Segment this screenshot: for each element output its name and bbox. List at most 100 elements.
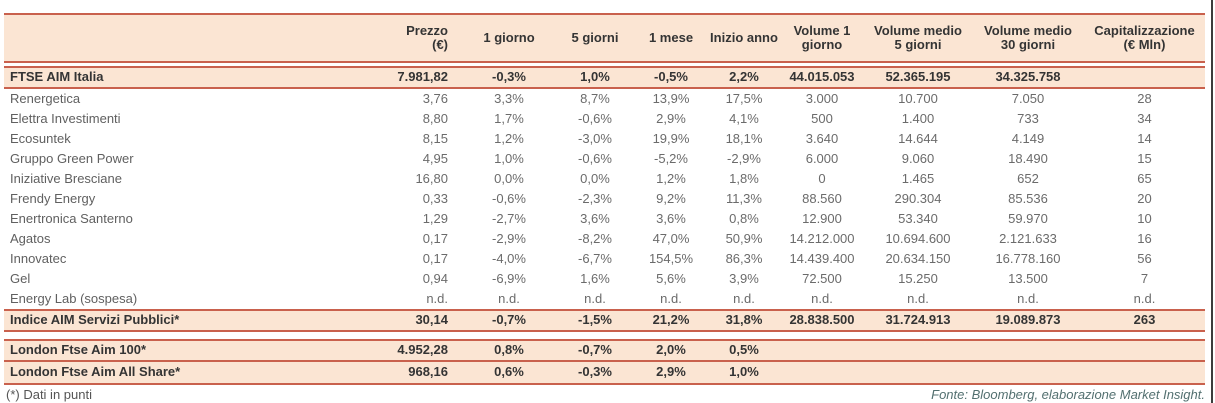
value-cell: 21,2%: [652, 312, 690, 328]
value-cell: n.d.: [426, 290, 448, 306]
value-cell: -4,0%: [492, 250, 526, 266]
value-cell: 34: [1137, 110, 1152, 126]
value-cell: 1,7%: [494, 110, 524, 126]
value-cell: 59.970: [1008, 210, 1048, 226]
value-cell: n.d.: [584, 290, 606, 306]
value-cell: 1,2%: [494, 130, 524, 146]
value-cell: 2,0%: [656, 342, 686, 358]
value-cell: 1,8%: [729, 170, 759, 186]
table-row: Elettra Investimenti 8,80 1,7% -0,6% 2,9% 4,1…: [4, 109, 1205, 129]
source-attribution: Fonte: Bloomberg, elaborazione Market In…: [931, 387, 1205, 402]
value-cell: 19.089.873: [995, 312, 1061, 328]
table-body: FTSE AIM Italia 7.981,82 -0,3% 1,0% -0,5% 2,2…: [4, 66, 1209, 332]
value-cell: 8,15: [422, 130, 448, 146]
header-cell: Volume medio 5 giorni: [874, 22, 962, 52]
value-cell: 1.465: [901, 170, 935, 186]
london-index-row: London Ftse Aim 100* 4.952,28 0,8% -0,7% 2,0…: [4, 341, 1205, 362]
value-cell: 154,5%: [648, 250, 694, 266]
value-cell: 28.838.500: [789, 312, 855, 328]
company-name-cell: Renergetica: [10, 90, 81, 106]
company-name-cell: Enertronica Santerno: [10, 210, 133, 226]
value-cell: 0,8%: [494, 342, 524, 358]
value-cell: 56: [1137, 250, 1152, 266]
value-cell: -2,9%: [492, 230, 526, 246]
header-cell: 1 giorno: [483, 29, 535, 45]
value-cell: 14.644: [898, 130, 938, 146]
value-cell: 15: [1137, 150, 1152, 166]
header-cell: 1 mese: [648, 29, 694, 45]
table-row: Agatos 0,17 -2,9% -8,2% 47,0% 50,9% 14.212.000…: [4, 229, 1205, 249]
value-cell: 3,9%: [729, 270, 759, 286]
value-cell: 13.500: [1008, 270, 1048, 286]
value-cell: 7: [1140, 270, 1149, 286]
table-row: Innovatec 0,17 -4,0% -6,7% 154,5% 86,3% 14.439…: [4, 249, 1205, 269]
table-row: Renergetica 3,76 3,3% 8,7% 13,9% 17,5% 3.000 10…: [4, 89, 1205, 109]
header-cell: Volume medio 30 giorni: [984, 22, 1072, 52]
value-cell: n.d.: [1017, 290, 1039, 306]
value-cell: -2,7%: [492, 210, 526, 226]
value-cell: 3.640: [805, 130, 839, 146]
table-row: Energy Lab (sospesa) n.d. n.d. n.d. n.d. n.d.…: [4, 289, 1205, 309]
value-cell: -0,3%: [578, 364, 612, 380]
company-name-cell: Ecosuntek: [10, 130, 71, 146]
value-cell: 0,8%: [729, 210, 759, 226]
table-row: Iniziative Bresciane 16,80 0,0% 0,0% 1,2% 1,8…: [4, 169, 1205, 189]
value-cell: 20: [1137, 190, 1152, 206]
value-cell: 733: [1017, 110, 1039, 126]
value-cell: 14.439.400: [789, 250, 855, 266]
page-edge-divider: [1211, 0, 1213, 403]
company-name-cell: Frendy Energy: [10, 190, 96, 206]
value-cell: 88.560: [802, 190, 842, 206]
value-cell: -0,6%: [492, 190, 526, 206]
value-cell: 2,9%: [656, 364, 686, 380]
company-name-cell: London Ftse Aim 100*: [10, 342, 147, 358]
value-cell: 52.365.195: [885, 69, 951, 85]
header-cell: Capitalizzazione (€ Mln): [1094, 22, 1195, 52]
value-cell: 6.000: [805, 150, 839, 166]
value-cell: 15.250: [898, 270, 938, 286]
value-cell: 10.700: [898, 90, 938, 106]
value-cell: 14.212.000: [789, 230, 855, 246]
value-cell: 4.952,28: [397, 342, 448, 358]
company-name-cell: Elettra Investimenti: [10, 110, 121, 126]
value-cell: 290.304: [894, 190, 942, 206]
value-cell: 47,0%: [652, 230, 690, 246]
value-cell: -1,5%: [578, 312, 612, 328]
value-cell: 3,76: [422, 90, 448, 106]
value-cell: 9.060: [901, 150, 935, 166]
value-cell: 13,9%: [652, 90, 690, 106]
value-cell: n.d.: [1133, 290, 1156, 306]
company-name-cell: Gel: [10, 270, 31, 286]
company-name-cell: Innovatec: [10, 250, 67, 266]
value-cell: 4,95: [422, 150, 448, 166]
value-cell: 18.490: [1008, 150, 1048, 166]
value-cell: 86,3%: [725, 250, 763, 266]
value-cell: 10: [1137, 210, 1152, 226]
value-cell: 0: [818, 170, 826, 186]
value-cell: -5,2%: [654, 150, 688, 166]
value-cell: 1,0%: [494, 150, 524, 166]
header-cell: Volume 1 giorno: [793, 22, 851, 52]
value-cell: 0,94: [422, 270, 448, 286]
table-row: FTSE AIM Italia 7.981,82 -0,3% 1,0% -0,5% 2,2…: [4, 66, 1205, 89]
value-cell: 968,16: [408, 364, 448, 380]
value-cell: 50,9%: [725, 230, 763, 246]
value-cell: 1,2%: [656, 170, 686, 186]
value-cell: 3,6%: [580, 210, 610, 226]
value-cell: -0,6%: [578, 150, 612, 166]
value-cell: 12.900: [802, 210, 842, 226]
value-cell: n.d.: [660, 290, 682, 306]
value-cell: 1,0%: [580, 69, 610, 85]
company-name-cell: Energy Lab (sospesa): [10, 290, 138, 306]
table-row: Indice AIM Servizi Pubblici* 30,14 -0,7% -1…: [4, 309, 1205, 332]
value-cell: n.d.: [498, 290, 520, 306]
value-cell: 3,3%: [494, 90, 524, 106]
value-cell: 10.694.600: [885, 230, 951, 246]
value-cell: 7.981,82: [397, 69, 448, 85]
value-cell: 0,6%: [494, 364, 524, 380]
value-cell: -0,6%: [578, 110, 612, 126]
table-row: Frendy Energy 0,33 -0,6% -2,3% 9,2% 11,3% 88.5…: [4, 189, 1205, 209]
value-cell: n.d.: [907, 290, 929, 306]
value-cell: 14: [1137, 130, 1152, 146]
points-footnote: (*) Dati in punti: [6, 387, 92, 402]
